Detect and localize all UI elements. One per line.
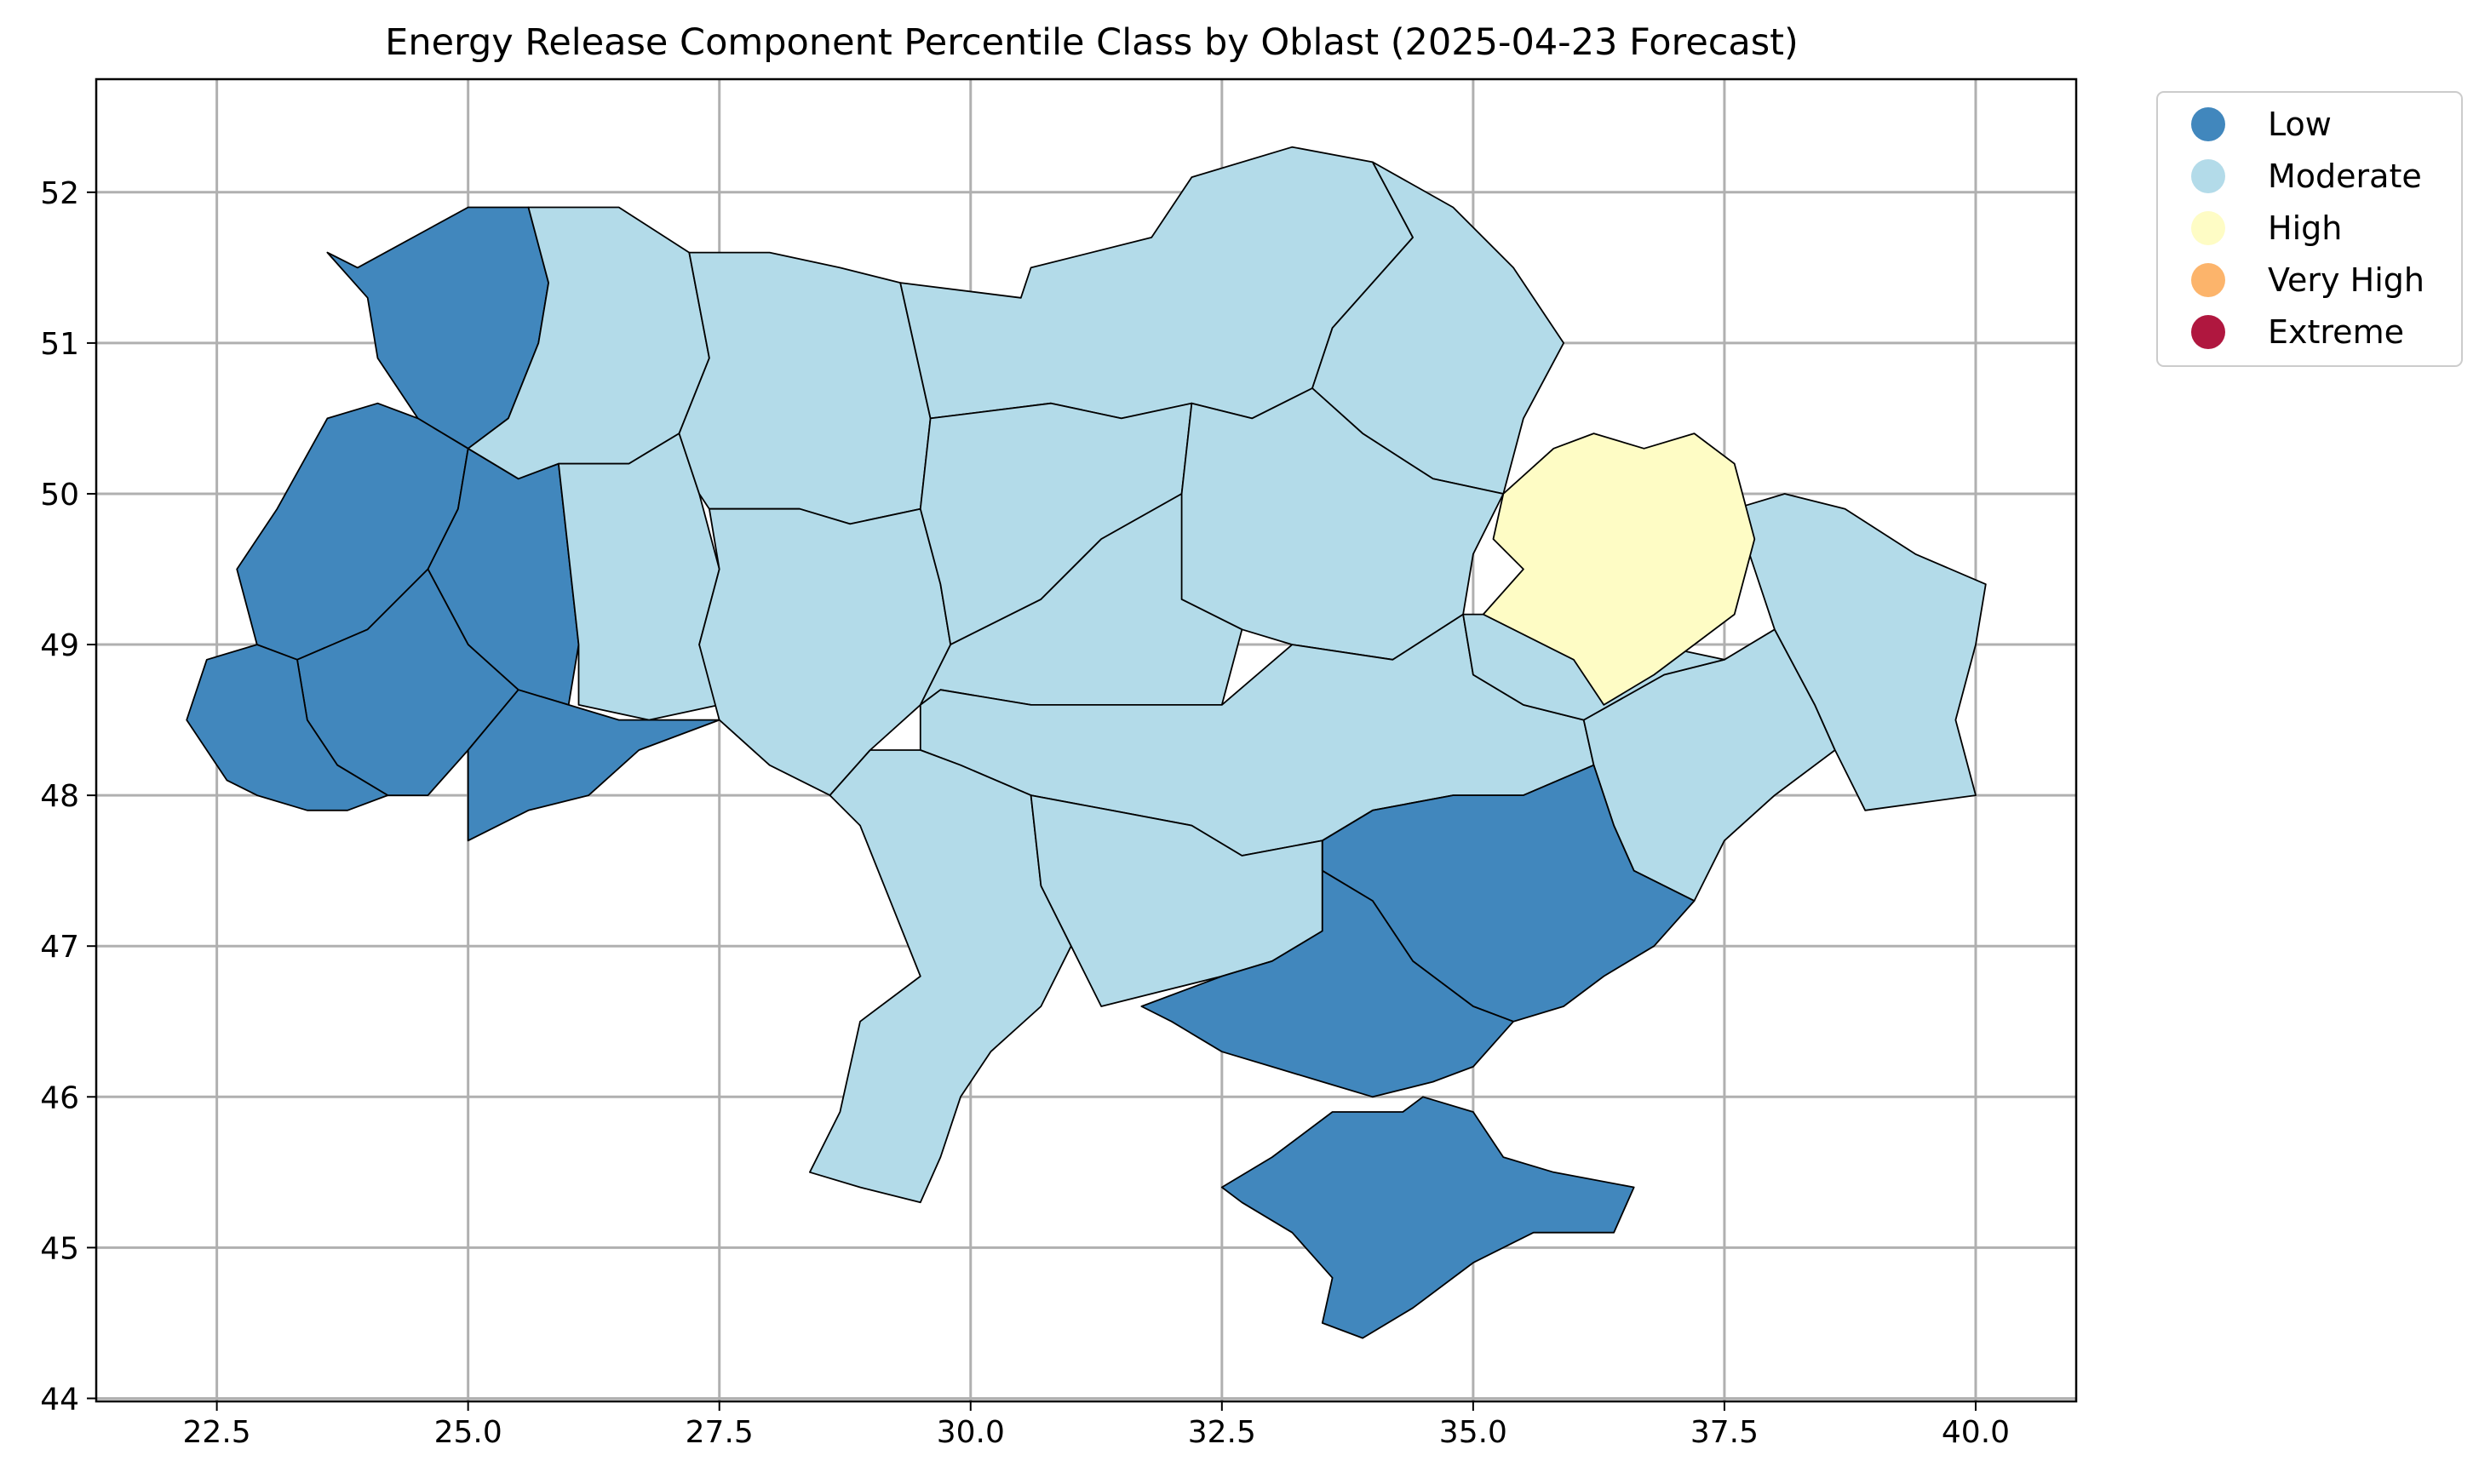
axes-frame [95, 77, 2078, 1403]
x-tick-label: 32.5 [1188, 1415, 1256, 1450]
oblast-region [186, 644, 389, 811]
y-tick-label: 48 [40, 779, 79, 814]
legend-marker [2191, 263, 2225, 297]
oblast-region [1733, 493, 1987, 811]
x-tick-label: 27.5 [686, 1415, 754, 1450]
legend-marker [2191, 211, 2225, 245]
y-tick-label: 47 [40, 930, 79, 965]
oblast-region [1482, 433, 1756, 706]
legend-label: Moderate [2268, 158, 2422, 195]
legend-label: Extreme [2268, 313, 2404, 351]
plot-area: 22.5 25.0 27.5 30.0 32.5 35.0 37.5 40.0 44 45 46 47… [40, 77, 2078, 1450]
chart-title: Energy Release Component Percentile Clas… [385, 21, 1799, 64]
oblast-region [678, 251, 932, 525]
legend-marker [2191, 315, 2225, 349]
legend-label: Low [2268, 106, 2332, 143]
y-tick-label: 50 [40, 478, 79, 513]
y-tick-label: 51 [40, 327, 79, 362]
legend-box [2156, 91, 2463, 367]
x-tick-label: 25.0 [434, 1415, 502, 1450]
legend-marker [2191, 107, 2225, 141]
y-tick-label: 46 [40, 1080, 79, 1115]
x-tick-label: 40.0 [1942, 1415, 2010, 1450]
x-tick-label: 22.5 [183, 1415, 251, 1450]
y-tick-label: 45 [40, 1231, 79, 1266]
oblast-region [1140, 839, 1514, 1098]
oblast-region [698, 507, 952, 796]
y-tick-label: 44 [40, 1382, 79, 1417]
legend: Low Moderate High Very High Extreme [2156, 91, 2463, 367]
x-tick-label: 30.0 [937, 1415, 1005, 1450]
oblast-region [809, 749, 1072, 1204]
legend-marker [2191, 159, 2225, 193]
oblast-region [1220, 1096, 1635, 1339]
legend-label: Very High [2268, 261, 2424, 299]
x-tick-label: 35.0 [1439, 1415, 1507, 1450]
legend-label: High [2268, 209, 2342, 247]
x-tick-label: 37.5 [1690, 1415, 1759, 1450]
y-tick-label: 52 [40, 176, 79, 211]
y-tick-label: 49 [40, 628, 79, 663]
